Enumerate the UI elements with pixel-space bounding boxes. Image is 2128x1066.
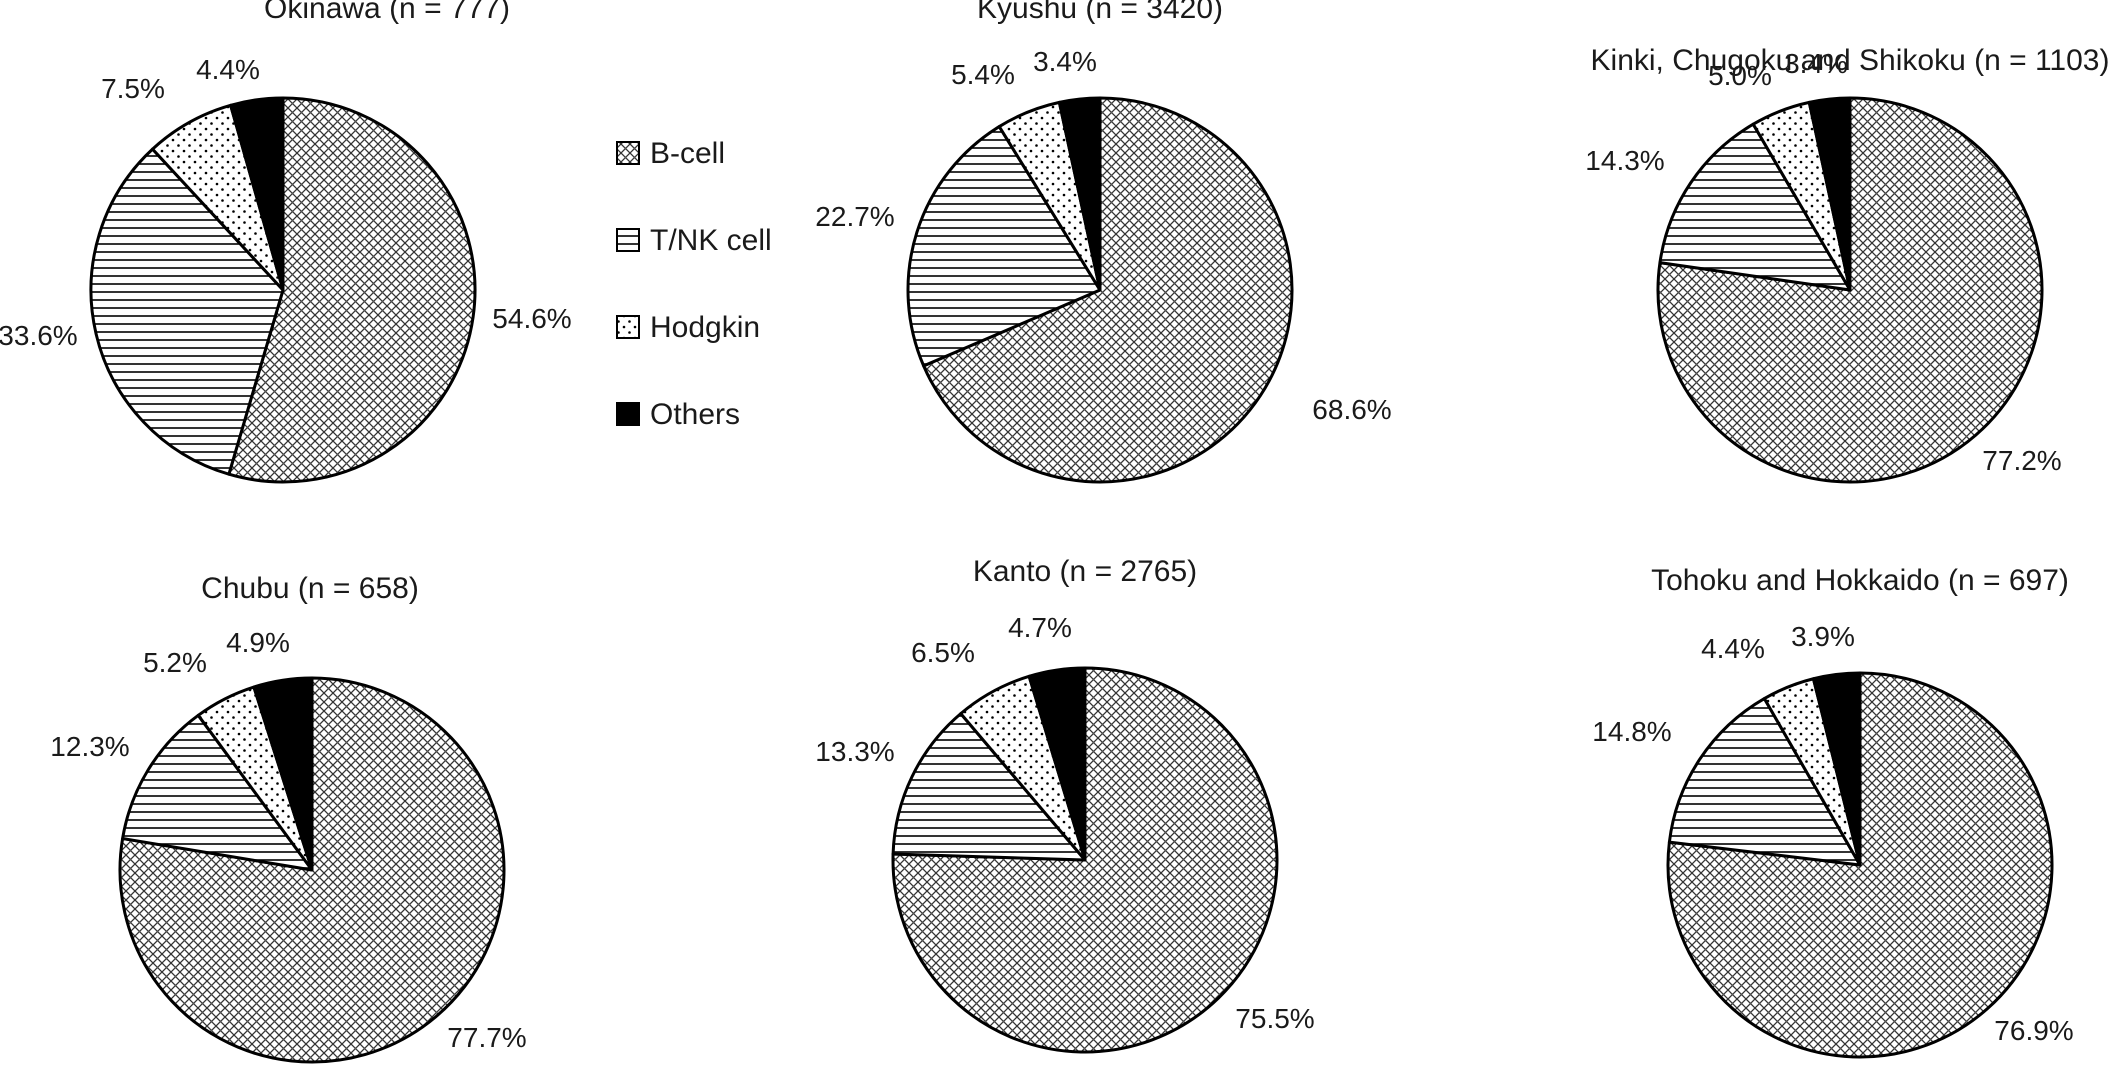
data-label-hodgkin: 5.0% [1708,60,1772,91]
legend-swatch [616,141,640,165]
slice-others [1811,671,1862,867]
pie-title: Okinawa (n = 777) [264,0,510,25]
slice-b-cell [922,96,1294,484]
legend-item: B-cell [616,137,725,170]
legend-item: Hodgkin [616,311,760,344]
data-label-b-cell: 75.5% [1235,1003,1314,1034]
slice-others [1057,96,1102,292]
data-label-others: 3.4% [1033,46,1097,77]
legend: B-cell T/NK cell Hodgkin Others [616,137,772,431]
data-label-b-cell: 77.7% [447,1022,526,1053]
data-label-b-cell: 54.6% [492,303,571,334]
legend-label: T/NK cell [650,224,772,257]
slice-t-nk-cell [121,713,314,872]
slice-t-nk-cell [1658,122,1852,292]
slice-b-cell [227,96,477,484]
data-label-b-cell: 76.9% [1994,1015,2073,1046]
slice-t-nk-cell [906,125,1102,368]
data-label-others: 3.4% [1784,48,1848,79]
data-label-hodgkin: 5.4% [951,59,1015,90]
data-label-b-cell: 68.6% [1312,394,1391,425]
data-label-others: 3.9% [1791,621,1855,652]
data-label-t-nk-cell: 33.6% [0,320,78,351]
legend-swatch [616,228,640,252]
legend-swatch [616,402,640,426]
data-label-t-nk-cell: 12.3% [50,731,129,762]
pie-chart: Kinki, Chugoku and Shikoku (n = 1103) 77.… [1585,44,2110,484]
data-label-others: 4.4% [196,54,260,85]
pie-chart: Kanto (n = 2765) 75.5% 13.3% 6.5% 4.7% [815,555,1315,1054]
slice-t-nk-cell [89,147,285,476]
legend-item: T/NK cell [616,224,772,257]
pie-title: Kyushu (n = 3420) [977,0,1223,25]
pie-chart: Chubu (n = 658) 77.7% 12.3% 5.2% 4.9% [50,572,527,1064]
data-label-b-cell: 77.2% [1982,445,2061,476]
slice-b-cell [1666,671,2054,1059]
data-label-hodgkin: 5.2% [143,647,207,678]
data-label-others: 4.9% [226,627,290,658]
data-label-t-nk-cell: 13.3% [815,736,894,767]
legend-item: Others [616,398,740,431]
pie-chart: Kyushu (n = 3420) 68.6% 22.7% 5.4% 3.4% [815,0,1392,484]
pie-chart: Tohoku and Hokkaido (n = 697) 76.9% 14.8% 4… [1592,564,2074,1059]
data-label-t-nk-cell: 14.8% [1592,716,1671,747]
slice-b-cell [118,676,506,1064]
slice-t-nk-cell [891,712,1087,862]
data-label-hodgkin: 7.5% [101,73,165,104]
data-label-t-nk-cell: 22.7% [815,201,894,232]
pie-chart: Okinawa (n = 777) 54.6% 33.6% 7.5% 4.4% [0,0,572,484]
slice-others [1027,666,1087,862]
legend-label: Hodgkin [650,311,760,344]
legend-label: Others [650,398,740,431]
pie-title: Kanto (n = 2765) [973,555,1197,588]
data-label-others: 4.7% [1008,612,1072,643]
data-label-hodgkin: 4.4% [1701,633,1765,664]
slice-others [229,96,285,292]
data-label-t-nk-cell: 14.3% [1585,145,1664,176]
pie-title: Chubu (n = 658) [201,572,419,605]
legend-swatch [616,315,640,339]
slice-others [1807,96,1852,292]
slice-t-nk-cell [1667,697,1862,867]
data-label-hodgkin: 6.5% [911,637,975,668]
pie-title: Tohoku and Hokkaido (n = 697) [1651,564,2069,597]
pie-title: Kinki, Chugoku and Shikoku (n = 1103) [1591,44,2110,77]
slice-others [252,676,314,872]
legend-label: B-cell [650,137,725,170]
